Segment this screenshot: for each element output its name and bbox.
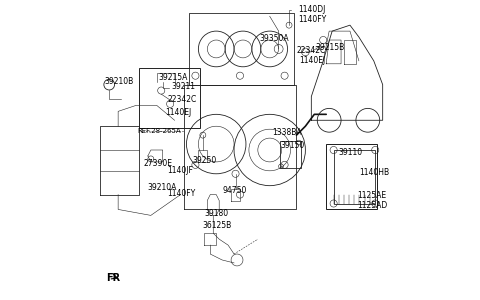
Text: 1140DJ
1140FY: 1140DJ 1140FY <box>298 5 326 25</box>
Text: 1125AE
1125AD: 1125AE 1125AD <box>358 191 388 210</box>
Text: 39350A: 39350A <box>259 34 289 43</box>
Text: 39210B: 39210B <box>105 77 134 86</box>
Text: 27390E: 27390E <box>144 159 172 168</box>
Text: 1140EJ: 1140EJ <box>166 108 192 117</box>
Text: REF.28-265A: REF.28-265A <box>137 128 181 134</box>
Text: 36125B: 36125B <box>203 221 232 230</box>
Text: FR: FR <box>106 273 120 283</box>
Text: 1140FY: 1140FY <box>167 189 195 198</box>
Bar <box>139 68 200 128</box>
Text: 1140JF: 1140JF <box>167 166 193 175</box>
Text: 39110: 39110 <box>338 148 362 158</box>
Text: 39215A: 39215A <box>158 73 188 82</box>
Text: 39215B: 39215B <box>316 43 345 52</box>
Text: 1140EJ: 1140EJ <box>300 56 326 65</box>
Text: 22342C: 22342C <box>297 46 326 55</box>
Text: 39150: 39150 <box>280 141 304 150</box>
Text: 94750: 94750 <box>222 186 247 195</box>
Text: 22342C: 22342C <box>167 95 196 104</box>
Text: 39210A: 39210A <box>148 183 177 192</box>
Text: 39211: 39211 <box>172 82 196 91</box>
Text: 39180: 39180 <box>204 209 228 218</box>
Bar <box>326 144 377 209</box>
Bar <box>280 141 301 168</box>
Text: 39250: 39250 <box>192 156 216 165</box>
Bar <box>334 150 375 203</box>
Text: 1338BA: 1338BA <box>273 128 302 137</box>
Text: 1140HB: 1140HB <box>359 168 389 177</box>
